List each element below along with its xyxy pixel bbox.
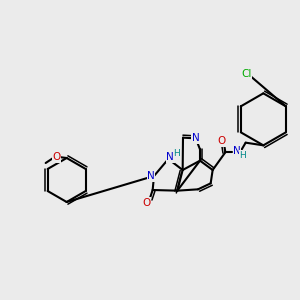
Text: H: H [240, 151, 246, 160]
Text: H: H [173, 149, 180, 158]
Text: N: N [147, 171, 155, 181]
Text: N: N [233, 146, 241, 156]
Text: O: O [142, 198, 151, 208]
Text: O: O [217, 136, 226, 146]
Text: Cl: Cl [241, 69, 251, 79]
Text: N: N [167, 152, 174, 162]
Text: O: O [52, 152, 60, 162]
Text: N: N [192, 133, 200, 143]
